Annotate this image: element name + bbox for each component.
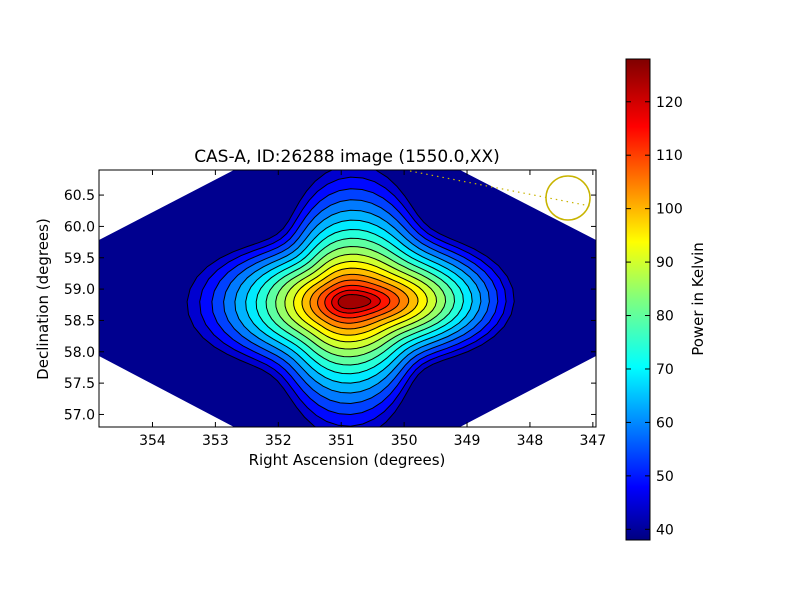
plot-area: [99, 170, 596, 427]
colorbar-gradient: [625, 58, 651, 541]
contour-line: [293, 260, 428, 343]
x-tick-label: 353: [202, 433, 229, 449]
colorbar: 40 50 60 70 80 90 100 110 120 Power in Kelvin: [625, 58, 707, 541]
colorbar-tick-label: 100: [656, 202, 683, 218]
colorbar-tick-label: 120: [656, 95, 683, 111]
contour-line: [317, 279, 400, 324]
contour-line: [265, 237, 456, 366]
x-axis: 354 353 352 351 350 349 348 347: [139, 170, 606, 449]
contour-line: [337, 293, 372, 310]
x-tick-label: 351: [328, 433, 355, 449]
contour-line: [223, 199, 490, 405]
y-tick-label: 58.0: [64, 345, 95, 361]
colorbar-tick-label: 60: [656, 415, 674, 431]
x-tick-label: 349: [454, 433, 481, 449]
contour-line: [331, 289, 381, 314]
contour-line: [275, 245, 447, 358]
y-tick-label: 57.5: [64, 376, 95, 392]
y-tick-label: 60.5: [64, 188, 95, 204]
colorbar-tick-label: 40: [656, 522, 674, 538]
y-axis: 57.0 57.5 58.0 58.5 59.0 59.5 60.0 60.5: [64, 188, 596, 423]
y-tick-label: 59.0: [64, 282, 95, 298]
contour-layer: [186, 170, 515, 427]
beam-circle: [545, 175, 591, 221]
colorbar-label: Power in Kelvin: [689, 242, 707, 356]
colorbar-tick-label: 80: [656, 309, 674, 325]
contour-line: [284, 253, 438, 350]
contour-line: [186, 170, 515, 427]
y-tick-label: 60.0: [64, 219, 95, 235]
x-tick-label: 347: [579, 433, 606, 449]
contour-line: [324, 284, 391, 319]
chart-title: CAS-A, ID:26288 image (1550.0,XX): [194, 147, 500, 167]
contour-line: [211, 188, 499, 416]
x-tick-label: 348: [517, 433, 544, 449]
y-axis-label: Declination (degrees): [34, 218, 52, 380]
contour-line: [255, 228, 464, 375]
contour-line: [199, 176, 507, 427]
y-tick-label: 59.5: [64, 251, 95, 267]
contour-line: [309, 273, 410, 330]
colorbar-tick-label: 90: [656, 255, 674, 271]
axes-frame: [98, 169, 597, 428]
x-axis-label: Right Ascension (degrees): [249, 451, 446, 469]
colorbar-tick-label: 70: [656, 362, 674, 378]
contour-line: [245, 219, 473, 384]
colorbar-tick-label: 110: [656, 148, 683, 164]
contour-line: [301, 267, 419, 336]
x-tick-label: 352: [265, 433, 292, 449]
x-tick-label: 350: [391, 433, 418, 449]
contour-fill: [338, 294, 371, 309]
colorbar-ticks: 40 50 60 70 80 90 100 110 120: [626, 95, 683, 538]
y-tick-label: 57.0: [64, 407, 95, 423]
y-tick-label: 58.5: [64, 313, 95, 329]
x-tick-label: 354: [139, 433, 166, 449]
contour-line: [234, 209, 482, 394]
colorbar-tick-label: 50: [656, 469, 674, 485]
